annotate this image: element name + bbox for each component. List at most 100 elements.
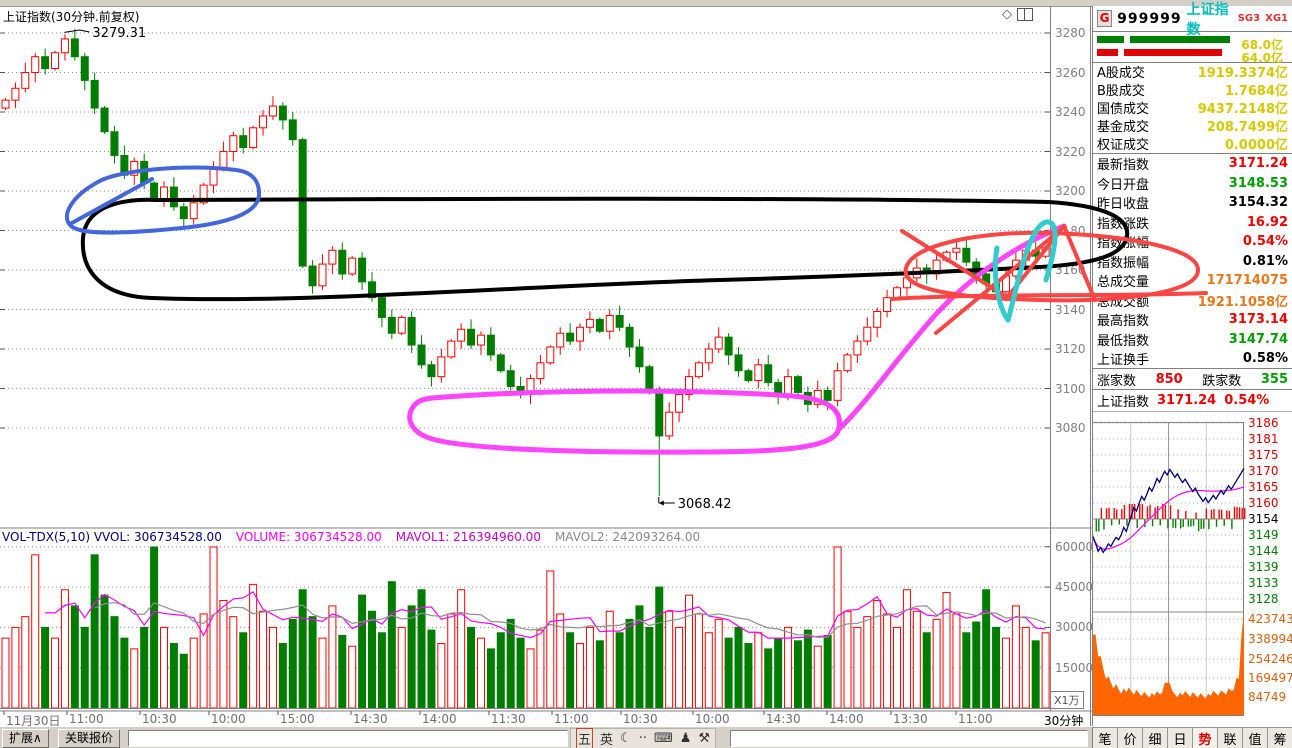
ime-wubi-icon[interactable]: 五 [576,728,594,748]
price-axis-label: 3200 [1055,184,1086,198]
panel-row-label: 总成交额 [1097,294,1150,310]
time-axis-label: 11:30 [491,712,526,726]
price-axis-label: 3080 [1055,421,1086,435]
time-axis-label: 13:30 [893,712,928,726]
candlestick-series [1,29,1050,496]
panel-row-label: A股成交 [1097,65,1145,81]
annotation-red-cross-line-2 [934,225,1066,335]
period-label[interactable]: 30分钟 [1044,714,1084,728]
annotation-black-large-loop [80,196,1130,302]
panel-row-label: 国债成交 [1097,101,1150,117]
status-field-left [128,730,568,747]
panel-tab-笔[interactable]: 笔 [1093,727,1118,748]
time-axis-label: 14:30 [353,712,388,726]
mini-chart-price: 3171.24 [1157,393,1217,408]
user-icon[interactable]: ♟ [679,731,692,746]
time-axis-label: 15:00 [280,712,315,726]
panel-row-label: 上证换手 [1097,353,1150,369]
volume-axis-label: 15000 [1055,660,1094,675]
panel-row-label: 最低指数 [1097,333,1150,349]
buy-sell-strength: 68.0亿 64.0亿 [1093,32,1292,65]
g-badge: G [1097,10,1113,27]
mini-chart-pct: 0.54% [1224,393,1270,408]
wrench-icon[interactable]: ⚒ [698,731,711,746]
annotation-red-peak [1004,224,1097,302]
chart-title: 上证指数(30分钟.前复权) [3,10,140,24]
up-strength-value: 68.0亿 [1241,38,1283,52]
panel-tab-bar: 笔价细日势联值筹 [1092,727,1292,748]
panel-row-label: 指数涨幅 [1097,236,1150,252]
turnover-rows: A股成交 1919.3374亿 B股成交 1.7684亿 国债成交 9437.2148亿基… [1093,62,1292,153]
panel-row: 指数涨幅 0.54% [1093,232,1292,252]
panel-row-label: 权证成交 [1097,137,1150,153]
panel-row-value: 0.81% [1242,253,1288,269]
panel-row: 总成交量 171714075 [1093,271,1292,291]
panel-tab-势[interactable]: 势 [1193,727,1218,748]
panel-tab-价[interactable]: 价 [1118,727,1143,748]
panel-row-value: 1921.1058亿 [1197,294,1288,310]
mavol1-line [45,591,1046,639]
panel-row-value: 3173.14 [1228,312,1288,328]
price-axis-label: 3100 [1055,381,1086,396]
panel-row-label: 总成交量 [1097,275,1150,291]
tag-xg1: XG1 [1265,13,1288,24]
panel-tab-筹[interactable]: 筹 [1268,727,1292,748]
comma-icon[interactable]: ·· [638,731,647,746]
up-strength-row: 68.0亿 [1097,36,1287,52]
panel-row: 权证成交 0.0000亿 [1093,134,1292,153]
price-axis-label: 3120 [1055,342,1086,356]
panel-row-value: 208.7499亿 [1206,119,1288,135]
panel-row: 昨日收盘 3154.32 [1093,193,1292,213]
time-axis-label: 10:00 [211,712,246,726]
mini-chart-name: 上证指数 [1097,395,1150,410]
diamond-tool-icon[interactable]: ◇ [1002,6,1012,22]
time-axis-label: 14:00 [422,712,457,726]
panel-row-value: 171714075 [1206,273,1288,289]
panel-tab-日[interactable]: 日 [1168,727,1193,748]
stock-name[interactable]: 上证指数 [1186,1,1229,38]
panel-row: 最低指数 3147.74 [1093,330,1292,350]
panel-row-value: 3171.24 [1228,156,1288,172]
keyboard-icon[interactable]: ⌨ [653,731,673,746]
advancers-decliners-row: 涨家数 850 跌家数 355 [1093,368,1292,390]
annotation-cyan-zigzag [992,219,1058,323]
panel-row-value: 0.58% [1242,351,1288,367]
ime-icon-cluster: 五英 ☾ ·· ⌨ ♟ ⚒ [570,728,717,748]
annotation-red-cross-line-1 [900,229,1012,301]
price-axis-label: 3180 [1055,223,1086,238]
time-axis-label: 14:00 [829,712,864,726]
window-top-strip [0,0,1292,7]
panel-tab-值[interactable]: 值 [1243,727,1268,748]
ime-english-icon[interactable]: 英 [600,733,614,748]
mavol2-label: MAVOL2: 242093264.00 [554,530,701,544]
panel-row-value: 1919.3374亿 [1197,65,1288,81]
panel-row-label: 昨日收盘 [1097,197,1150,213]
time-axis-label: 10:00 [695,712,730,726]
expand-button[interactable]: 扩展∧ [2,729,49,748]
panel-tab-联[interactable]: 联 [1218,727,1243,748]
status-bar: 扩展∧ 关联报价 五英 ☾ ·· ⌨ ♟ ⚒ 笔价细日势联值筹 [0,726,1292,748]
mavol2-line [94,602,1046,638]
panel-row: 上证换手 0.58% [1093,349,1292,369]
price-axis-label: 3220 [1055,144,1086,159]
split-window-icon[interactable] [1017,7,1033,21]
mavol1-label: MAVOL1: 216394960.00 [395,530,541,544]
panel-row-label: 指数振幅 [1097,255,1150,271]
panel-row-value: 0.54% [1242,234,1288,250]
vol-formula-label: VOL-TDX(5,10) VVOL: 306734528.00 [2,530,222,544]
panel-row-value: 3154.32 [1228,195,1288,211]
price-axis-label: 3240 [1055,105,1086,119]
time-axis-label: 11:00 [958,712,993,726]
advancers-label: 涨家数 [1097,373,1137,389]
linked-quote-button[interactable]: 关联报价 [58,729,121,748]
night-mode-icon[interactable]: ☾ [620,731,632,746]
tag-sg3: SG3 [1237,13,1261,24]
low-price-annotation: 3068.42 [678,497,732,512]
panel-row-value: 9437.2148亿 [1197,101,1288,117]
stock-code[interactable]: 999999 [1117,10,1182,27]
panel-tab-细[interactable]: 细 [1143,727,1168,748]
panel-row-label: B股成交 [1097,83,1145,99]
panel-row: 指数振幅 0.81% [1093,252,1292,272]
volume-indicator-header: VOL-TDX(5,10) VVOL: 306734528.00 VOLUME: … [2,530,714,544]
